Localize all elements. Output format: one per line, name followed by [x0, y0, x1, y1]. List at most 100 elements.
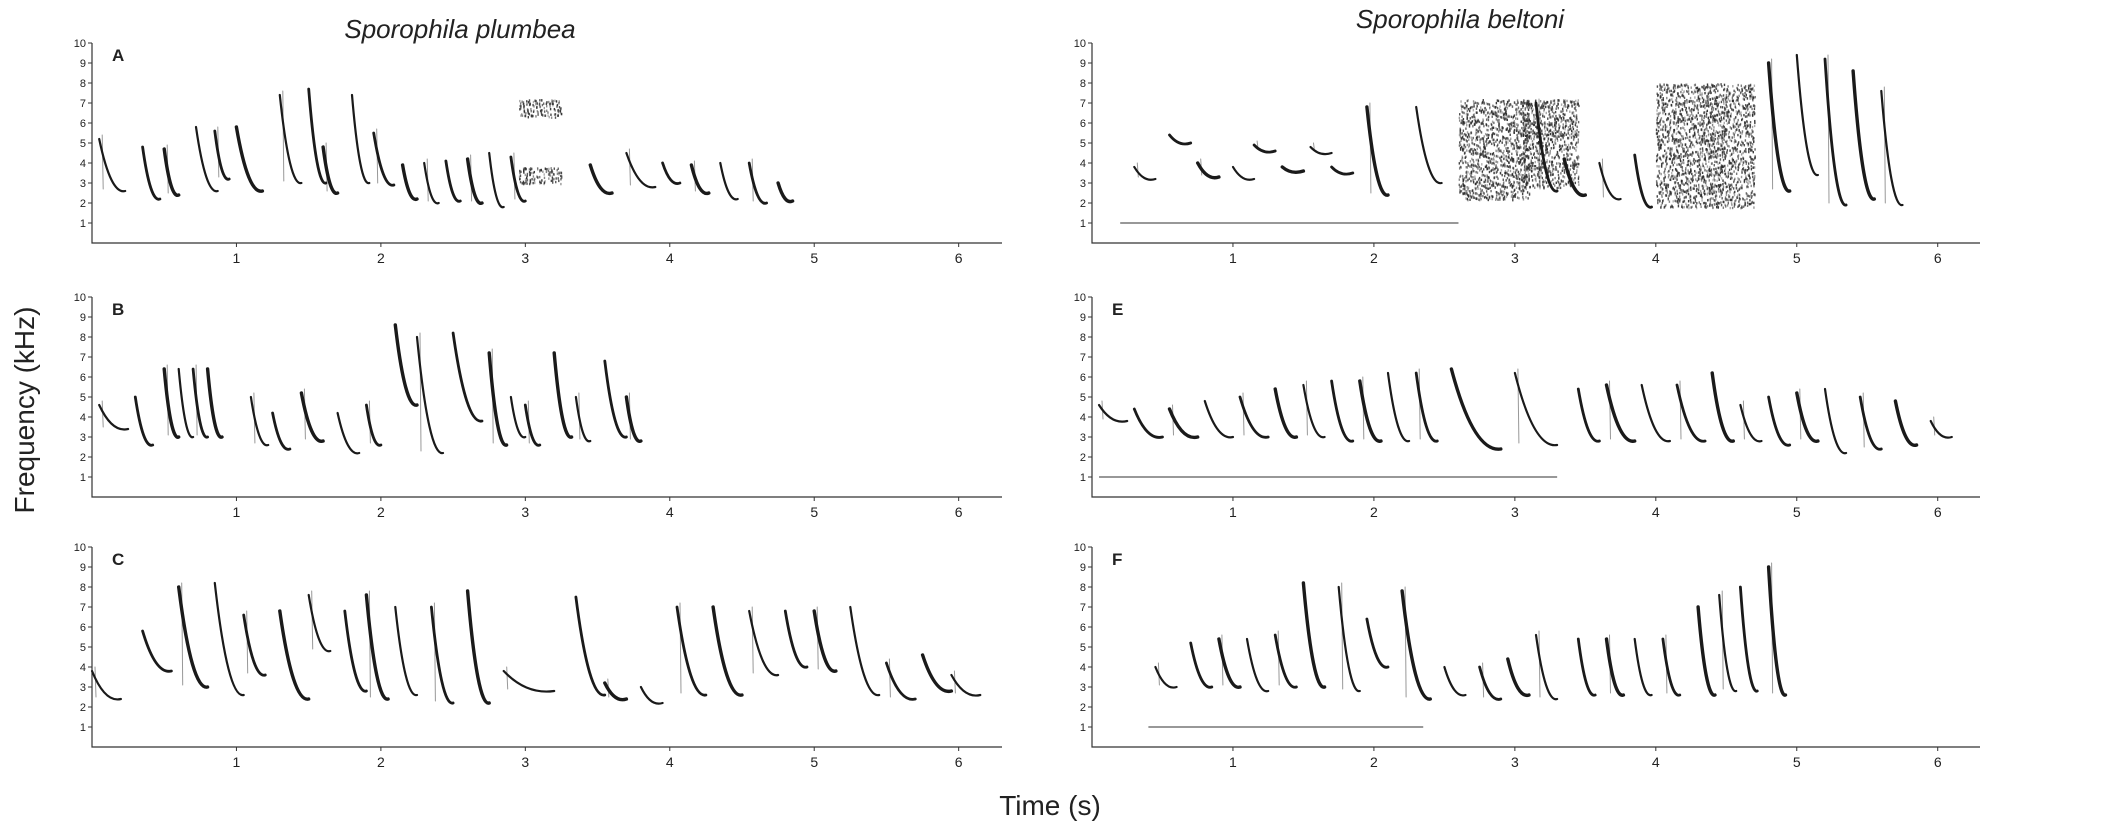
noise-dot: [1549, 149, 1551, 153]
noise-dot: [1461, 132, 1463, 135]
song-note: [1154, 665, 1178, 689]
noise-dot: [1514, 188, 1516, 192]
noise-dot: [1721, 85, 1723, 88]
noise-dot: [1667, 84, 1669, 87]
noise-dot: [1701, 155, 1703, 158]
noise-dot: [1700, 151, 1702, 154]
noise-dot: [1710, 151, 1712, 154]
noise-dot: [548, 115, 550, 119]
noise-dot: [1525, 102, 1528, 105]
noise-dot: [1688, 107, 1690, 110]
noise-dot: [1717, 201, 1719, 205]
song-note: [624, 395, 643, 443]
noise-dot: [1465, 127, 1467, 130]
noise-dot: [1508, 161, 1510, 164]
noise-dot: [1714, 179, 1716, 182]
noise-dot: [1500, 192, 1502, 196]
noise-dot: [1528, 114, 1530, 117]
noise-dot: [1482, 100, 1484, 104]
noise-dot: [1567, 153, 1569, 156]
noise-dot: [1530, 169, 1533, 173]
noise-dot: [1693, 201, 1695, 205]
noise-dot: [1534, 160, 1536, 164]
noise-dot: [1717, 190, 1720, 193]
noise-dot: [1524, 166, 1526, 169]
note-harmonic: [751, 158, 754, 202]
noise-dot: [1697, 108, 1699, 112]
noise-dot: [1732, 108, 1734, 112]
noise-dot: [1730, 198, 1733, 201]
noise-dot: [1521, 192, 1524, 196]
noise-dot: [1679, 139, 1682, 143]
noise-dot: [1540, 175, 1542, 178]
noise-dot: [1683, 123, 1686, 126]
x-tick-label: 1: [1229, 754, 1237, 770]
note-harmonic: [1157, 662, 1160, 686]
noise-dot: [1684, 169, 1687, 172]
noise-dot: [1476, 101, 1478, 105]
noise-dot: [1560, 172, 1562, 175]
noise-dot: [1491, 138, 1494, 142]
noise-dot: [1715, 107, 1717, 111]
noise-dot: [1663, 156, 1665, 159]
noise-dot: [1730, 202, 1733, 205]
noise-dot: [1507, 141, 1509, 144]
song-note: [1513, 371, 1559, 447]
x-tick-label: 3: [521, 250, 529, 266]
noise-dot: [1549, 106, 1552, 110]
noise-dot: [1675, 107, 1677, 111]
noise-dot: [1549, 103, 1551, 107]
x-tick-label: 5: [810, 504, 818, 520]
noise-dot: [1705, 148, 1707, 151]
noise-dot: [1491, 120, 1494, 123]
noise-dot: [1510, 103, 1512, 106]
noise-dot: [1709, 98, 1711, 101]
noise-dot: [1689, 99, 1692, 103]
noise-dot: [1479, 169, 1481, 172]
noise-dot: [1710, 154, 1712, 158]
noise-dot: [1563, 169, 1565, 172]
noise-dot: [1729, 99, 1731, 103]
noise-dot: [1702, 125, 1704, 128]
noise-dot: [1459, 165, 1462, 169]
noise-dot: [1502, 163, 1505, 166]
noise-dot: [539, 105, 541, 108]
noise-dot: [1496, 149, 1498, 153]
noise-dot: [557, 114, 559, 117]
noise-dot: [1502, 197, 1505, 200]
noise-dot: [1734, 90, 1736, 94]
noise-dot: [1479, 182, 1482, 185]
noise-dot: [1686, 153, 1688, 156]
noise-dot: [1688, 106, 1690, 109]
noise-dot: [1735, 186, 1738, 190]
noise-dot: [1567, 136, 1569, 140]
song-note: [299, 391, 325, 443]
noise-dot: [1714, 99, 1717, 102]
noise-dot: [525, 103, 528, 106]
noise-dot: [1733, 162, 1736, 165]
noise-dot: [1539, 165, 1542, 169]
note-harmonic: [1679, 380, 1682, 440]
noise-dot: [1713, 150, 1715, 154]
noise-dot: [1499, 172, 1502, 175]
song-note: [1696, 605, 1717, 697]
noise-dot: [1720, 201, 1722, 204]
noise-dot: [1704, 141, 1706, 144]
noise-dot: [1519, 170, 1521, 174]
noise-dot: [1672, 174, 1674, 178]
noise-dot: [1522, 184, 1524, 188]
noise-dot: [1709, 115, 1712, 119]
noise-dot: [1528, 172, 1530, 176]
noise-dot: [1736, 98, 1738, 102]
noise-dot: [1722, 183, 1724, 186]
noise-dot: [1754, 112, 1756, 115]
noise-dot: [1713, 96, 1716, 100]
noise-dot: [1741, 144, 1743, 147]
noise-dot: [1486, 193, 1489, 196]
noise-dot: [1546, 145, 1549, 148]
noise-dot: [1707, 139, 1709, 143]
noise-dot: [1723, 132, 1726, 136]
noise-dot: [1515, 129, 1518, 132]
noise-dot: [1463, 111, 1465, 115]
noise-dot: [1713, 203, 1715, 206]
